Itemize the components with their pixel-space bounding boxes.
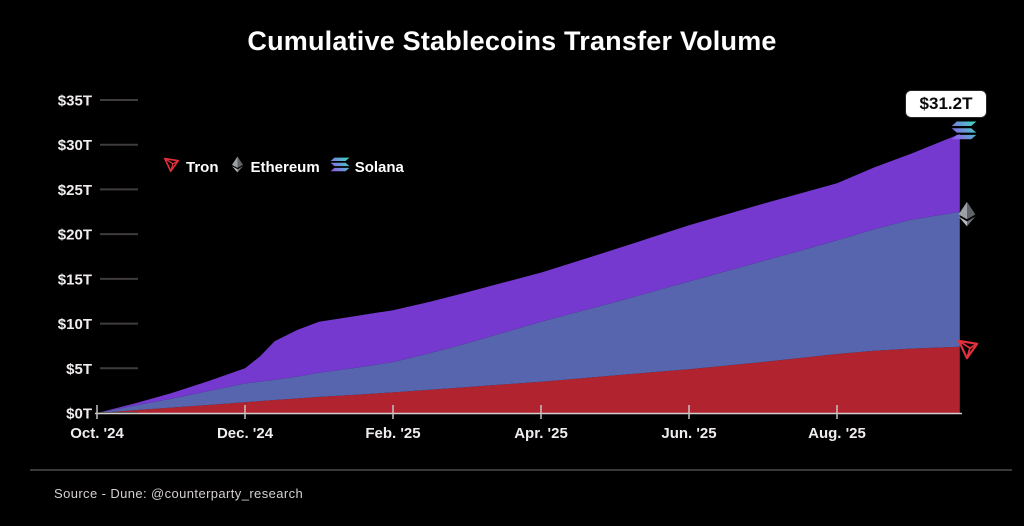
solana-icon: [330, 157, 350, 177]
x-tick-label: Apr. '25: [514, 425, 568, 442]
x-tick-label: Jun. '25: [661, 425, 716, 442]
area-ethereum: [97, 211, 960, 413]
end-value-badge: $31.2T: [906, 91, 986, 117]
chart-legend: Tron Ethereum So: [162, 155, 404, 179]
x-tick-label: Aug. '25: [808, 425, 866, 442]
x-tick-label: Feb. '25: [365, 425, 420, 442]
x-axis: Oct. '24 Dec. '24 Feb. '25 Apr. '25 Jun. '25…: [70, 405, 962, 442]
y-tick-label: $10T: [58, 316, 92, 333]
legend-item-tron[interactable]: Tron: [162, 155, 219, 179]
tron-icon: [162, 155, 181, 179]
legend-item-solana[interactable]: Solana: [330, 157, 404, 177]
legend-item-ethereum[interactable]: Ethereum: [229, 156, 320, 178]
solana-end-icon: [951, 121, 977, 145]
y-axis: $0T $5T $10T $15T $20T $25T $30T $35T: [58, 93, 138, 423]
tron-end-icon: [955, 336, 981, 367]
area-solana: [97, 134, 960, 413]
plot-areas: [97, 134, 960, 413]
y-tick-label: $30T: [58, 137, 92, 154]
y-tick-label: $15T: [58, 271, 92, 288]
ethereum-icon: [229, 156, 246, 178]
y-tick-label: $5T: [66, 361, 92, 378]
legend-label-solana: Solana: [354, 158, 404, 176]
footer-divider: [30, 469, 1012, 471]
x-tick-label: Dec. '24: [217, 425, 274, 442]
legend-label-tron: Tron: [186, 158, 219, 176]
page-title: Cumulative Stablecoins Transfer Volume: [247, 26, 777, 56]
x-tick-label: Oct. '24: [70, 425, 124, 442]
y-tick-label: $20T: [58, 227, 92, 244]
area-tron: [97, 346, 960, 413]
y-tick-label: $25T: [58, 182, 92, 199]
y-tick-label: $35T: [58, 93, 92, 110]
legend-label-ethereum: Ethereum: [250, 158, 320, 176]
ethereum-end-icon: [954, 201, 980, 232]
y-tick-label: $0T: [66, 406, 92, 423]
source-attribution: Source - Dune: @counterparty_research: [54, 486, 304, 501]
